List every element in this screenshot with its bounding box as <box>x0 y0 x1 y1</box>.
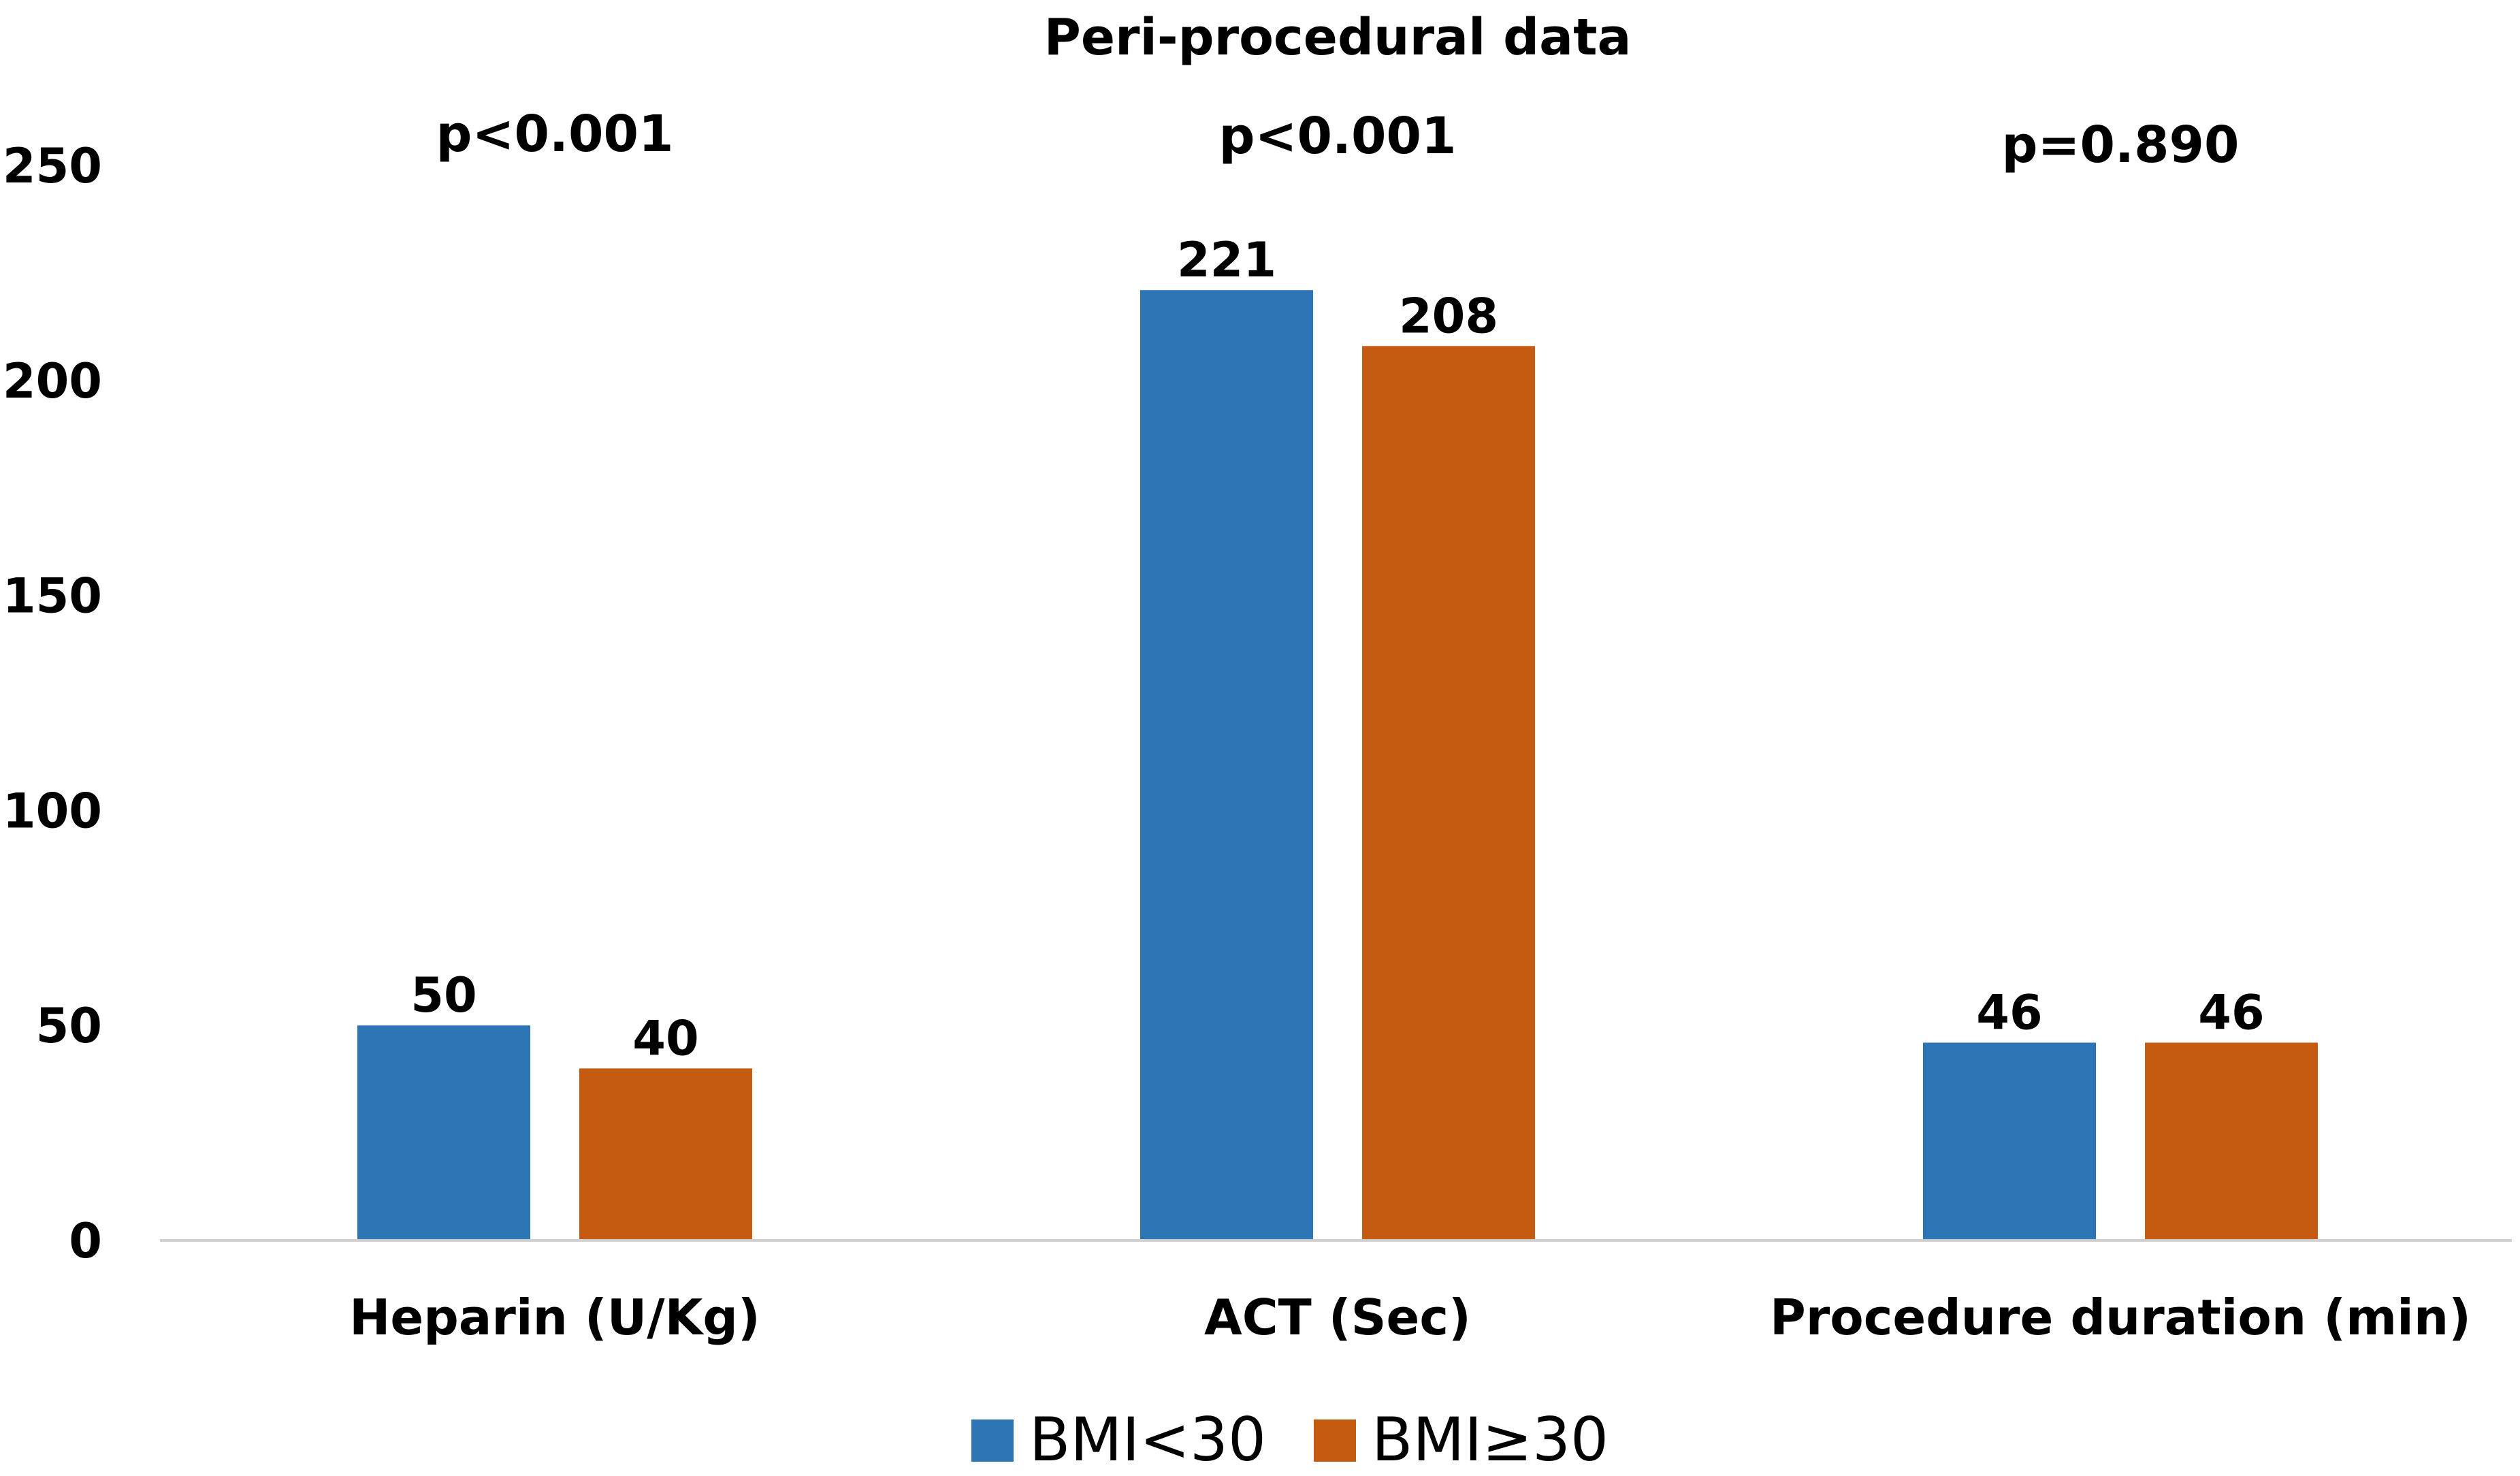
x-axis-categories: Heparin (U/Kg) ACT (Sec) Procedure duratio… <box>349 1289 2471 1346</box>
bar-data-label: 221 <box>1177 232 1276 288</box>
bar <box>579 1068 752 1240</box>
y-axis: 0 50 100 150 200 250 <box>3 138 102 1269</box>
legend-label: BMI<30 <box>1029 1405 1266 1475</box>
chart-title: Peri-procedural data <box>1044 8 1632 67</box>
y-tick-label: 50 <box>36 998 102 1054</box>
bar <box>357 1025 530 1240</box>
legend-label: BMI≥30 <box>1372 1405 1609 1475</box>
bar-data-label: 46 <box>2198 984 2264 1040</box>
p-value-annotations: p<0.001 p<0.001 p=0.890 <box>436 105 2239 174</box>
y-tick-label: 250 <box>3 138 102 194</box>
bar <box>2145 1042 2318 1240</box>
bar-data-label: 208 <box>1399 288 1498 344</box>
y-tick-label: 0 <box>69 1213 102 1269</box>
bar <box>1362 346 1535 1241</box>
bars <box>357 290 2318 1241</box>
bar-data-label: 40 <box>632 1010 698 1066</box>
y-tick-label: 200 <box>3 353 102 409</box>
legend-swatch <box>971 1419 1014 1462</box>
p-value-label: p=0.890 <box>2001 116 2239 174</box>
bar-data-label: 46 <box>1976 984 2042 1040</box>
p-value-label: p<0.001 <box>1218 107 1456 165</box>
bar-data-label: 50 <box>410 967 476 1023</box>
p-value-label: p<0.001 <box>436 105 673 163</box>
bar <box>1140 290 1313 1240</box>
legend: BMI<30 BMI≥30 <box>971 1405 1609 1475</box>
bar <box>1923 1042 2096 1240</box>
legend-swatch <box>1314 1419 1356 1462</box>
y-tick-label: 150 <box>3 568 102 624</box>
y-tick-label: 100 <box>3 783 102 839</box>
x-category-label: Heparin (U/Kg) <box>349 1289 760 1346</box>
x-category-label: ACT (Sec) <box>1204 1289 1471 1346</box>
x-category-label: Procedure duration (min) <box>1770 1289 2471 1346</box>
bar-data-labels: 50 40 221 208 46 46 <box>410 232 2264 1066</box>
